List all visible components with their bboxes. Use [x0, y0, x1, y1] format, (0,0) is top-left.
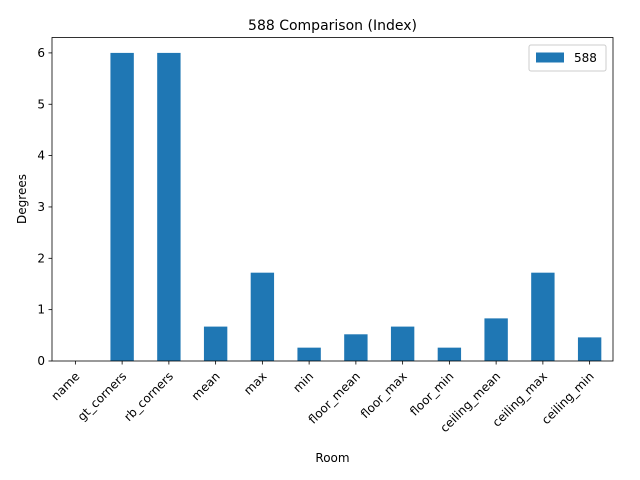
chart-title: 588 Comparison (Index) — [248, 18, 417, 34]
y-axis: 0 1 2 3 4 5 6 — [37, 46, 52, 368]
y-tick-label: 5 — [37, 97, 45, 111]
bar-ceiling-min — [577, 337, 602, 361]
plot-frame — [51, 37, 614, 362]
bars-group — [110, 52, 602, 362]
y-tick-label: 2 — [37, 251, 45, 265]
bar-floor-max — [390, 326, 415, 361]
x-tick-label: gt_corners — [75, 369, 130, 424]
bar-mean — [203, 326, 228, 361]
x-tick-label: floor_max — [358, 369, 410, 421]
bar-min — [297, 347, 321, 361]
legend-label: 588 — [574, 51, 597, 65]
x-tick-label: min — [290, 369, 316, 395]
bar-floor-min — [437, 347, 462, 361]
y-tick-label: 3 — [37, 200, 45, 214]
x-tick-label: max — [241, 369, 269, 397]
bar-max — [250, 272, 275, 361]
x-tick-label: rb_corners — [121, 369, 176, 424]
y-tick-label: 0 — [37, 354, 45, 368]
bar-floor-mean — [344, 334, 368, 361]
bar-gt-corners — [110, 52, 134, 362]
x-tick-label: floor_min — [407, 369, 456, 418]
y-tick-label: 1 — [37, 303, 45, 317]
bar-ceiling-max — [531, 272, 555, 361]
y-tick-label: 6 — [37, 46, 45, 60]
legend-swatch — [536, 52, 564, 63]
bar-ceiling-mean — [484, 318, 508, 361]
x-tick-label: name — [49, 369, 83, 403]
x-tick-label: mean — [189, 369, 223, 403]
y-tick-label: 4 — [37, 149, 45, 163]
x-axis-label: Room — [315, 451, 349, 465]
bar-rb-corners — [157, 52, 181, 362]
legend-box — [528, 44, 607, 72]
y-axis-label: Degrees — [15, 174, 29, 224]
legend: 588 — [528, 44, 607, 72]
